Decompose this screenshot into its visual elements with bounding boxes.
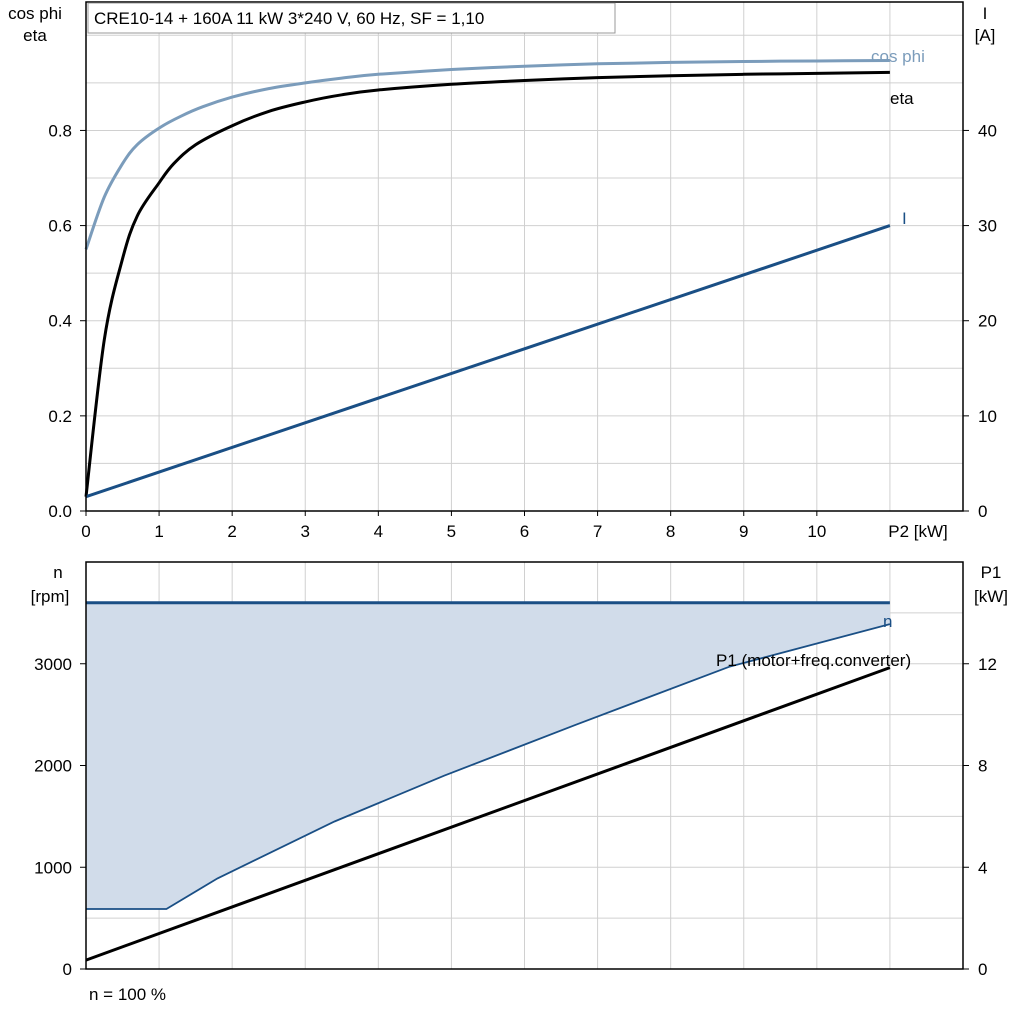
y-left-tick-label: 0.6 [48,217,72,236]
y-right-tick-label: 8 [978,757,987,776]
bottom-left-axis-label-1: n [53,563,62,582]
y-left-tick-label: 0.0 [48,502,72,521]
x-tick-label: 0 [81,522,90,541]
series-label-speed: n [883,612,892,631]
y-right-tick-label: 0 [978,502,987,521]
series-line-cosphi [84,59,890,250]
y-right-tick-label: 20 [978,312,997,331]
x-tick-label: 2 [227,522,236,541]
y-right-tick-label: 4 [978,858,987,877]
x-tick-label: 7 [593,522,602,541]
y-right-tick-label: 12 [978,655,997,674]
y-left-tick-label: 0.4 [48,312,72,331]
y-left-tick-label: 0 [63,960,72,979]
x-tick-label: 8 [666,522,675,541]
x-tick-label: 4 [374,522,383,541]
x-tick-label: 9 [739,522,748,541]
bottom-left-axis-label-2: [rpm] [31,587,70,606]
series-line-current [85,224,891,499]
top-left-axis-label-2: eta [23,26,47,45]
x-tick-label: 1 [154,522,163,541]
speed-range-area-overlay [86,602,890,909]
x-tick-label: 10 [807,522,826,541]
top-left-axis-label-1: cos phi [8,4,62,23]
bottom-gridlines [86,562,963,969]
series-label-eta: eta [890,89,914,108]
top-gridlines [86,2,963,511]
series-label-cosphi: cos phi [871,47,925,66]
y-right-tick-label: 40 [978,121,997,140]
series-line-speed [86,623,891,910]
chart-title: CRE10-14 + 160A 11 kW 3*240 V, 60 Hz, SF… [94,9,484,28]
top-left-tick-labels: 0.0 0.2 0.4 0.6 0.8 [48,121,86,521]
series-line-eta [84,70,890,497]
top-x-axis-label: P2 [kW] [888,522,948,541]
y-left-tick-label: 3000 [34,655,72,674]
bottom-right-tick-labels: 0 4 8 12 [963,655,997,979]
bottom-right-axis-label-1: P1 [981,563,1002,582]
y-left-tick-label: 2000 [34,757,72,776]
bottom-left-tick-labels: 0 1000 2000 3000 [34,655,86,979]
y-right-tick-label: 10 [978,407,997,426]
chart-title-box [87,2,616,34]
y-left-tick-label: 1000 [34,858,72,877]
footer-speed-note: n = 100 % [89,985,166,1004]
y-left-tick-label: 0.2 [48,407,72,426]
top-right-axis-label-2: [A] [975,26,996,45]
series-line-p1 [85,666,891,962]
y-right-tick-label: 0 [978,960,987,979]
top-right-tick-labels: 0 10 20 30 40 [963,121,997,521]
x-tick-label: 3 [301,522,310,541]
y-left-tick-label: 0.8 [48,121,72,140]
y-right-tick-label: 30 [978,217,997,236]
series-label-p1: P1 (motor+freq.converter) [716,651,911,670]
top-series-group [84,59,891,499]
top-right-axis-label-1: I [983,4,988,23]
top-x-tick-labels: 0 1 2 3 4 5 6 7 8 9 10 [81,511,826,541]
series-label-current: I [902,209,907,228]
bottom-series-group [85,601,891,962]
x-tick-label: 6 [520,522,529,541]
bottom-right-axis-label-2: [kW] [974,587,1008,606]
x-tick-label: 5 [447,522,456,541]
